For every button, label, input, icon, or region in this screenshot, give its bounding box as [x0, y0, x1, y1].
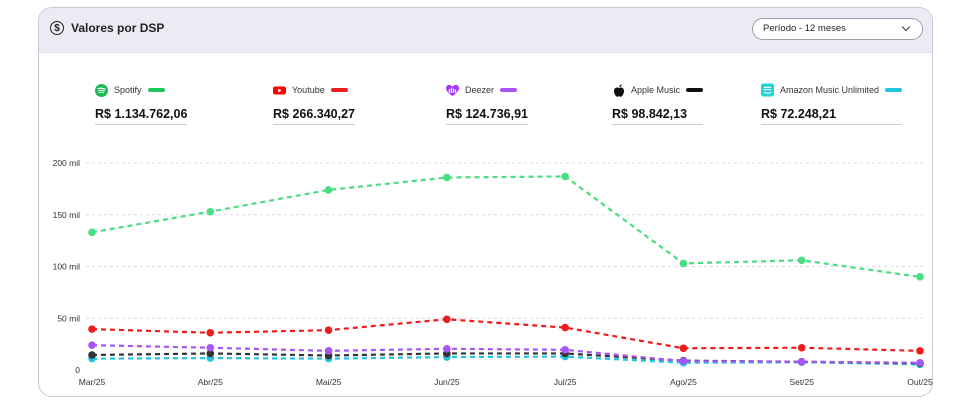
data-point — [561, 172, 569, 181]
data-point — [206, 207, 215, 216]
period-select-value: Período - 12 meses — [763, 23, 846, 34]
legend-label: Spotify — [114, 85, 142, 95]
legend-item-apple-music: Apple Music R$ 98.842,13 — [612, 83, 704, 125]
legend-divider — [273, 124, 356, 125]
data-point — [88, 351, 96, 359]
x-tick-label: Abr/25 — [198, 377, 223, 387]
data-point — [679, 259, 688, 268]
deezer-icon — [446, 84, 459, 97]
legend-divider — [761, 124, 903, 125]
legend-item-youtube: Youtube R$ 266.340,27 — [273, 83, 356, 125]
data-point — [88, 228, 96, 237]
data-point — [916, 358, 924, 367]
data-point — [324, 347, 333, 355]
series-line — [91, 352, 921, 365]
data-point — [88, 325, 96, 333]
legend-value: R$ 98.842,13 — [612, 107, 688, 121]
data-point — [443, 344, 451, 353]
data-point — [88, 341, 96, 349]
legend-swatch — [686, 88, 704, 92]
legend-swatch — [147, 88, 165, 92]
y-tick-label: 200 mil — [53, 158, 81, 168]
series-line — [91, 344, 921, 364]
legend-label: Youtube — [292, 85, 325, 95]
data-point — [206, 328, 215, 337]
data-point — [797, 357, 806, 366]
legend-divider — [95, 124, 188, 125]
x-tick-label: Out/25 — [907, 377, 933, 387]
card-header: $ Valores por DSP Período - 12 meses — [39, 8, 932, 53]
legend-item-spotify: Spotify R$ 1.134.762,06 — [95, 83, 188, 125]
legend-value: R$ 124.736,91 — [446, 107, 529, 121]
series-line — [91, 318, 921, 352]
y-tick-label: 0 — [75, 365, 80, 375]
spotify-icon — [95, 83, 108, 97]
legend-divider — [446, 124, 529, 125]
apple-icon — [612, 83, 625, 97]
data-point — [797, 256, 806, 265]
legend-divider — [612, 124, 704, 125]
y-tick-label: 50 mil — [57, 313, 80, 323]
data-point — [916, 347, 924, 355]
series-line — [91, 355, 921, 366]
legend-value: R$ 72.248,21 — [761, 107, 837, 121]
data-point — [797, 343, 806, 352]
data-point — [324, 326, 333, 334]
data-point — [679, 357, 688, 366]
legend-label: Amazon Music Unlimited — [780, 85, 880, 95]
legend-swatch — [500, 88, 518, 92]
legend-value: R$ 266.340,27 — [273, 107, 356, 121]
data-point — [206, 343, 215, 352]
dsp-values-card: $ Valores por DSP Período - 12 meses Spo… — [38, 7, 933, 397]
data-point — [561, 346, 569, 354]
x-tick-label: Set/25 — [789, 377, 814, 387]
dollar-circle-icon: $ — [50, 21, 64, 35]
y-tick-label: 100 mil — [53, 262, 81, 272]
x-tick-label: Jul/25 — [554, 377, 577, 387]
data-point — [206, 349, 215, 358]
amazon-music-icon — [761, 83, 774, 97]
data-point — [679, 344, 688, 353]
x-tick-label: Mar/25 — [79, 377, 106, 387]
x-tick-label: Mai/25 — [316, 377, 342, 387]
data-point — [443, 315, 451, 324]
legend-swatch — [885, 88, 903, 92]
data-point — [916, 273, 924, 281]
x-tick-label: Ago/25 — [670, 377, 697, 387]
card-title: Valores por DSP — [71, 21, 165, 35]
data-point — [324, 186, 333, 194]
youtube-icon — [273, 84, 286, 97]
y-tick-label: 150 mil — [53, 210, 81, 220]
series-line — [91, 175, 921, 278]
data-point — [443, 173, 451, 182]
legend-value: R$ 1.134.762,06 — [95, 107, 188, 121]
legend-label: Deezer — [465, 85, 495, 95]
legend-item-amazon-music: Amazon Music Unlimited R$ 72.248,21 — [761, 83, 903, 125]
legend-swatch — [330, 88, 348, 92]
legend-item-deezer: Deezer R$ 124.736,91 — [446, 83, 529, 125]
period-select[interactable]: Período - 12 meses — [752, 18, 923, 40]
legend-label: Apple Music — [631, 85, 681, 95]
title-group: $ Valores por DSP — [50, 21, 164, 35]
x-tick-label: Jun/25 — [434, 377, 460, 387]
data-point — [561, 323, 569, 332]
